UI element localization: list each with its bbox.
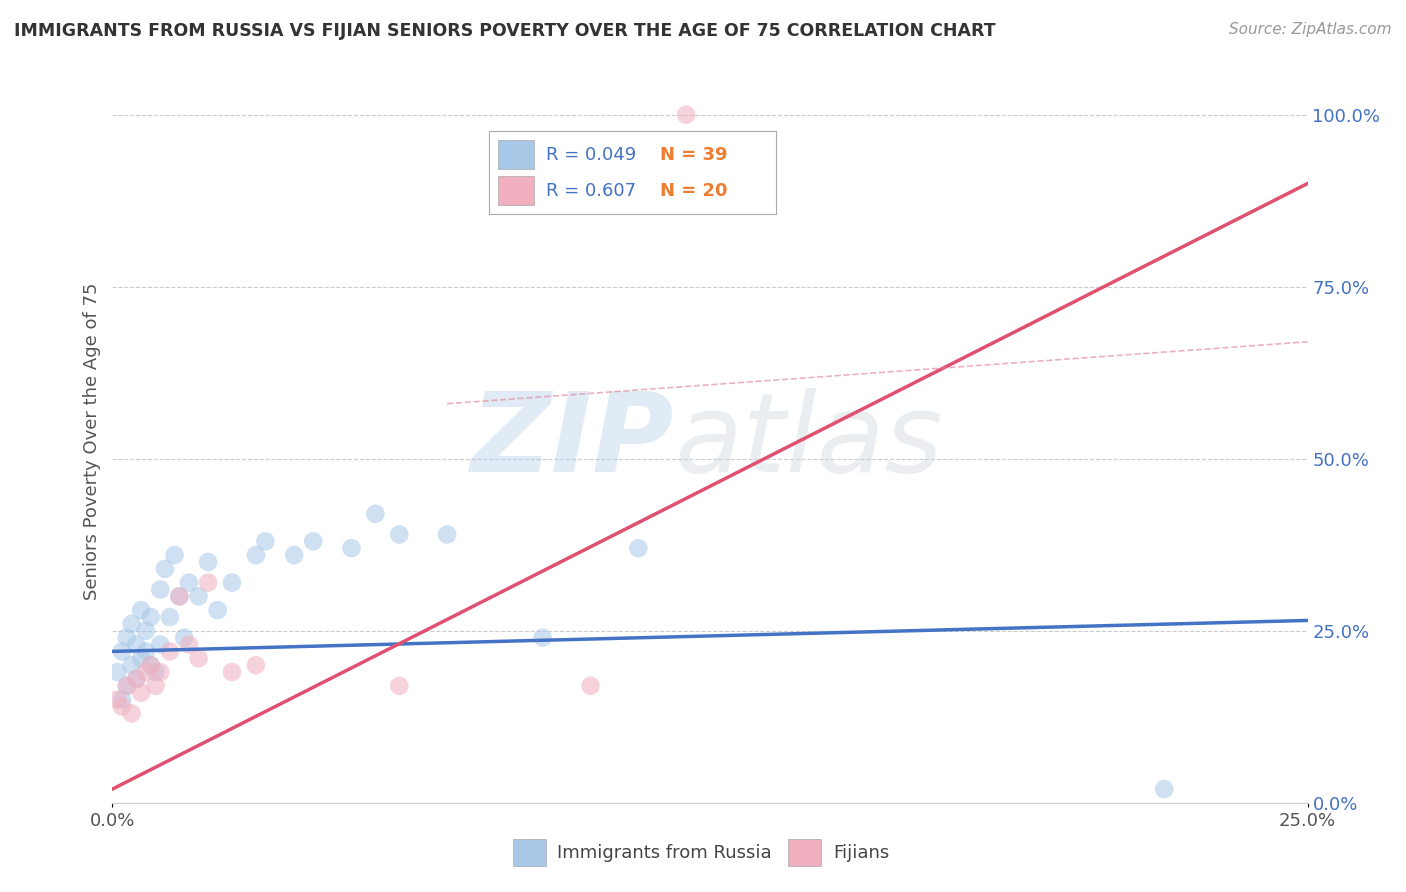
Y-axis label: Seniors Poverty Over the Age of 75: Seniors Poverty Over the Age of 75 xyxy=(83,283,101,600)
Point xyxy=(207,603,229,617)
Point xyxy=(129,686,152,700)
Point xyxy=(115,631,138,645)
Point xyxy=(153,562,176,576)
Point xyxy=(115,679,138,693)
FancyBboxPatch shape xyxy=(499,140,534,169)
Text: R = 0.607: R = 0.607 xyxy=(547,182,637,200)
Point xyxy=(111,644,134,658)
FancyBboxPatch shape xyxy=(489,131,776,214)
Point xyxy=(139,658,162,673)
Point xyxy=(121,706,143,721)
Point xyxy=(111,699,134,714)
Text: IMMIGRANTS FROM RUSSIA VS FIJIAN SENIORS POVERTY OVER THE AGE OF 75 CORRELATION : IMMIGRANTS FROM RUSSIA VS FIJIAN SENIORS… xyxy=(14,22,995,40)
Point xyxy=(121,658,143,673)
Point xyxy=(159,644,181,658)
Point xyxy=(340,541,363,556)
FancyBboxPatch shape xyxy=(787,838,821,866)
Point xyxy=(139,658,162,673)
Point xyxy=(125,638,148,652)
Point xyxy=(436,527,458,541)
Point xyxy=(197,555,219,569)
FancyBboxPatch shape xyxy=(499,177,534,205)
Point xyxy=(627,541,650,556)
Point xyxy=(169,590,191,604)
Point xyxy=(187,590,209,604)
Point xyxy=(139,610,162,624)
Point xyxy=(145,679,167,693)
Point xyxy=(675,108,697,122)
Point xyxy=(135,624,157,638)
Point xyxy=(177,638,200,652)
Point xyxy=(579,679,602,693)
Point xyxy=(163,548,186,562)
Point xyxy=(125,672,148,686)
Point xyxy=(115,679,138,693)
Point xyxy=(111,692,134,706)
Text: atlas: atlas xyxy=(675,388,943,495)
Text: N = 20: N = 20 xyxy=(659,182,727,200)
Point xyxy=(177,575,200,590)
Point xyxy=(105,692,128,706)
Point xyxy=(121,616,143,631)
Point xyxy=(135,665,157,679)
Point xyxy=(125,672,148,686)
Point xyxy=(302,534,325,549)
Point xyxy=(149,638,172,652)
Point xyxy=(105,665,128,679)
Point xyxy=(364,507,387,521)
Point xyxy=(283,548,305,562)
Point xyxy=(129,651,152,665)
Point xyxy=(388,679,411,693)
Point xyxy=(1153,782,1175,797)
Text: N = 39: N = 39 xyxy=(659,145,727,164)
Point xyxy=(149,582,172,597)
Point xyxy=(221,665,243,679)
FancyBboxPatch shape xyxy=(513,838,547,866)
Text: R = 0.049: R = 0.049 xyxy=(547,145,637,164)
Point xyxy=(159,610,181,624)
Text: Source: ZipAtlas.com: Source: ZipAtlas.com xyxy=(1229,22,1392,37)
Point xyxy=(129,603,152,617)
Text: Fijians: Fijians xyxy=(834,844,890,862)
Text: Immigrants from Russia: Immigrants from Russia xyxy=(557,844,772,862)
Point xyxy=(173,631,195,645)
Point xyxy=(169,590,191,604)
Point xyxy=(145,665,167,679)
Point xyxy=(149,665,172,679)
Point xyxy=(187,651,209,665)
Point xyxy=(254,534,277,549)
Point xyxy=(197,575,219,590)
Point xyxy=(388,527,411,541)
Point xyxy=(245,658,267,673)
Point xyxy=(245,548,267,562)
Point xyxy=(135,644,157,658)
Point xyxy=(531,631,554,645)
Point xyxy=(221,575,243,590)
Text: ZIP: ZIP xyxy=(471,388,675,495)
